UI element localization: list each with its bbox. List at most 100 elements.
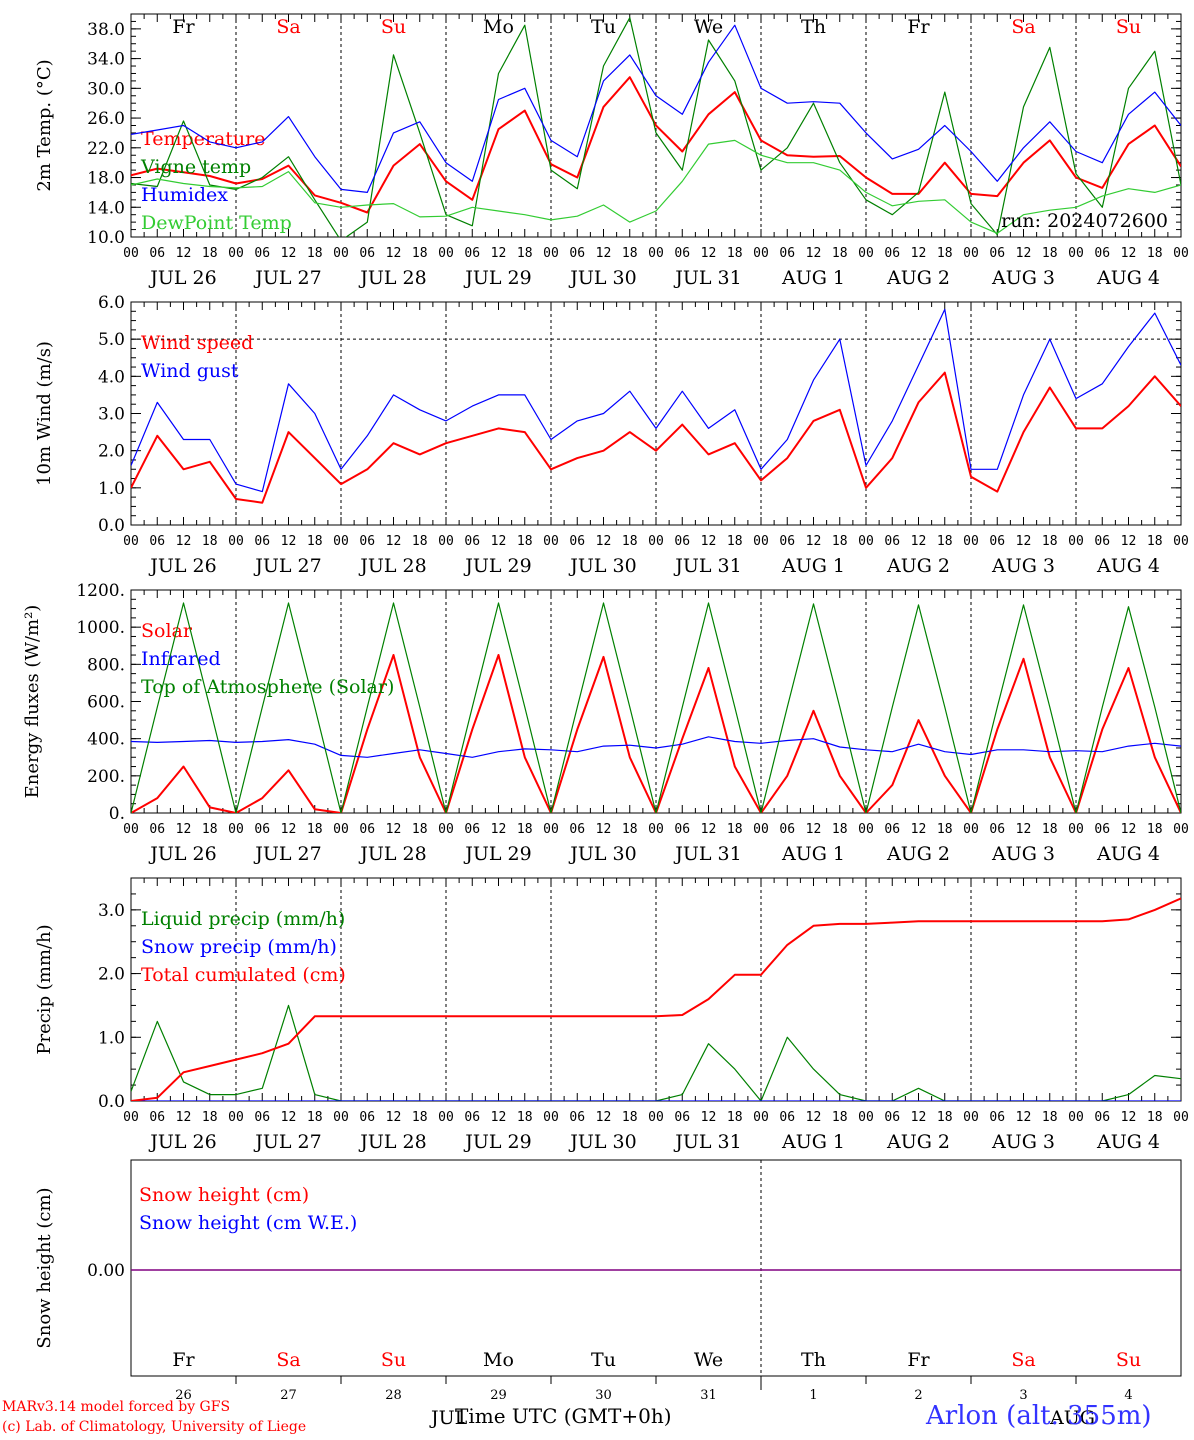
- hour-tick-label: 00: [543, 246, 559, 261]
- hour-tick-label: 18: [1042, 534, 1058, 549]
- hour-tick-label: 06: [149, 246, 165, 261]
- legend-entry: Top of Atmosphere (Solar): [141, 676, 394, 698]
- hour-tick-label: 12: [911, 1110, 927, 1125]
- day-of-week-label: Sa: [276, 1349, 300, 1371]
- hour-tick-label: 00: [753, 822, 769, 837]
- hour-tick-label: 00: [333, 246, 349, 261]
- footer-model: MARv3.14 model forced by GFS: [2, 1399, 231, 1415]
- hour-tick-label: 06: [884, 246, 900, 261]
- series-line: [131, 654, 1181, 813]
- hour-tick-label: 06: [149, 1110, 165, 1125]
- hour-tick-label: 18: [412, 822, 428, 837]
- hour-tick-label: 12: [806, 822, 822, 837]
- hour-tick-label: 06: [254, 822, 270, 837]
- hour-tick-label: 06: [779, 1110, 795, 1125]
- hour-tick-label: 12: [596, 534, 612, 549]
- day-of-week-label: Sa: [1011, 1349, 1035, 1371]
- date-label: AUG 3: [991, 843, 1055, 865]
- day-of-week-label: Fr: [172, 1349, 195, 1371]
- y-tick-label: 2.0: [98, 442, 125, 462]
- hour-tick-label: 06: [884, 1110, 900, 1125]
- hour-tick-label: 00: [228, 822, 244, 837]
- hour-tick-label: 00: [858, 534, 874, 549]
- date-label: AUG 3: [991, 555, 1055, 577]
- hour-tick-label: 00: [1068, 1110, 1084, 1125]
- date-label: AUG 4: [1096, 843, 1160, 865]
- hour-tick-label: 00: [543, 1110, 559, 1125]
- hour-tick-label: 06: [359, 1110, 375, 1125]
- hour-tick-label: 18: [1147, 246, 1163, 261]
- hour-tick-label: 00: [228, 1110, 244, 1125]
- day-of-week-label: Su: [1116, 1349, 1141, 1371]
- hour-tick-label: 18: [517, 246, 533, 261]
- date-label: AUG 2: [886, 1131, 950, 1153]
- hour-tick-label: 12: [701, 534, 717, 549]
- hour-tick-label: 18: [622, 246, 638, 261]
- day-of-week-label: Sa: [1011, 16, 1035, 38]
- y-tick-label: 10.0: [87, 228, 125, 248]
- hour-tick-label: 12: [1121, 1110, 1137, 1125]
- date-label: JUL 31: [673, 267, 741, 289]
- legend-entry: Snow height (cm): [139, 1184, 309, 1206]
- day-number-label: 28: [385, 1388, 402, 1403]
- y-tick-label: 2.0: [98, 965, 125, 985]
- y-tick-label: 1000.: [76, 618, 125, 638]
- day-of-week-label: Tu: [591, 1349, 616, 1371]
- run-label: run: 2024072600: [1001, 210, 1168, 232]
- hour-tick-label: 06: [359, 822, 375, 837]
- hour-tick-label: 18: [1042, 246, 1058, 261]
- hour-tick-label: 18: [307, 1110, 323, 1125]
- day-number-label: 27: [280, 1388, 297, 1403]
- hour-tick-label: 12: [281, 246, 297, 261]
- hour-tick-label: 06: [989, 534, 1005, 549]
- date-label: JUL 28: [358, 555, 426, 577]
- date-label: AUG 3: [991, 267, 1055, 289]
- hour-tick-label: 00: [963, 246, 979, 261]
- month-label: AUG: [1049, 1407, 1095, 1429]
- hour-tick-label: 06: [989, 822, 1005, 837]
- series-line: [131, 1004, 1181, 1101]
- hour-tick-label: 18: [1147, 822, 1163, 837]
- hour-tick-label: 06: [884, 534, 900, 549]
- hour-tick-label: 06: [569, 246, 585, 261]
- y-tick-label: 30.0: [87, 79, 125, 99]
- hour-tick-label: 12: [596, 1110, 612, 1125]
- hour-tick-label: 00: [753, 246, 769, 261]
- legend-entry: Humidex: [141, 184, 228, 206]
- hour-tick-label: 06: [254, 1110, 270, 1125]
- day-number-label: 4: [1124, 1388, 1132, 1403]
- y-tick-label: 34.0: [87, 50, 125, 70]
- day-number-label: 1: [809, 1388, 817, 1403]
- hour-tick-label: 12: [176, 1110, 192, 1125]
- date-label: JUL 26: [148, 555, 216, 577]
- y-tick-label: 400.: [87, 730, 125, 750]
- date-label: JUL 29: [463, 843, 531, 865]
- legend-entry: Solar: [141, 620, 193, 642]
- hour-tick-label: 06: [359, 534, 375, 549]
- date-label: JUL 29: [463, 267, 531, 289]
- hour-tick-label: 18: [937, 246, 953, 261]
- hour-tick-label: 00: [543, 534, 559, 549]
- date-label: JUL 31: [673, 843, 741, 865]
- hour-tick-label: 12: [386, 1110, 402, 1125]
- hour-tick-label: 06: [149, 534, 165, 549]
- hour-tick-label: 00: [753, 1110, 769, 1125]
- hour-tick-label: 18: [307, 534, 323, 549]
- series-line: [131, 17, 1181, 237]
- y-tick-label: 38.0: [87, 20, 125, 40]
- y-tick-label: 800.: [87, 655, 125, 675]
- hour-tick-label: 06: [884, 822, 900, 837]
- hour-tick-label: 00: [963, 822, 979, 837]
- date-label: JUL 31: [673, 1131, 741, 1153]
- day-of-week-label: We: [694, 1349, 723, 1371]
- y-tick-label: 0.0: [98, 516, 125, 536]
- hour-tick-label: 00: [1068, 822, 1084, 837]
- hour-tick-label: 00: [1068, 246, 1084, 261]
- y-tick-label: 5.0: [98, 330, 125, 350]
- hour-tick-label: 12: [911, 246, 927, 261]
- hour-tick-label: 00: [648, 534, 664, 549]
- hour-tick-label: 00: [858, 246, 874, 261]
- y-axis-label: Energy fluxes (W/m²): [22, 605, 43, 799]
- y-tick-label: 4.0: [98, 367, 125, 387]
- day-of-week-label: Th: [801, 16, 826, 38]
